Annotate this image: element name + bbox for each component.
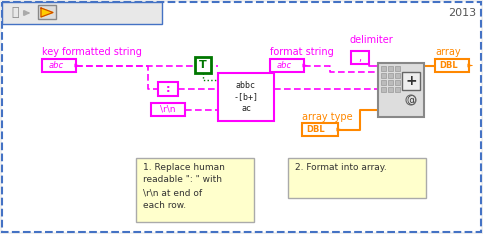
FancyBboxPatch shape [435, 59, 469, 72]
FancyBboxPatch shape [302, 123, 338, 136]
FancyBboxPatch shape [395, 66, 400, 71]
FancyBboxPatch shape [381, 66, 386, 71]
Text: 1. Replace human
readable ": " with
\r\n at end of
each row.: 1. Replace human readable ": " with \r\n… [143, 163, 225, 209]
Polygon shape [41, 8, 53, 17]
Text: 2013: 2013 [448, 8, 476, 18]
FancyBboxPatch shape [395, 73, 400, 78]
FancyBboxPatch shape [402, 72, 420, 90]
FancyBboxPatch shape [388, 80, 393, 85]
FancyBboxPatch shape [270, 59, 304, 72]
Text: 2. Format into array.: 2. Format into array. [295, 163, 387, 172]
Text: abc: abc [276, 61, 292, 70]
FancyBboxPatch shape [381, 73, 386, 78]
FancyBboxPatch shape [378, 63, 424, 117]
FancyBboxPatch shape [381, 87, 386, 92]
FancyBboxPatch shape [158, 82, 178, 96]
FancyBboxPatch shape [351, 51, 369, 64]
FancyBboxPatch shape [2, 2, 481, 232]
Text: format string: format string [270, 47, 334, 57]
FancyBboxPatch shape [388, 87, 393, 92]
Text: :: : [166, 84, 170, 94]
FancyBboxPatch shape [151, 103, 185, 116]
Text: @: @ [406, 95, 416, 105]
Text: T: T [199, 60, 207, 70]
FancyBboxPatch shape [218, 73, 274, 121]
Text: key formatted string: key formatted string [42, 47, 142, 57]
FancyBboxPatch shape [288, 158, 426, 198]
Text: delimiter: delimiter [349, 35, 393, 45]
FancyBboxPatch shape [136, 158, 254, 222]
FancyBboxPatch shape [388, 73, 393, 78]
Text: ✋: ✋ [11, 7, 19, 19]
FancyBboxPatch shape [395, 80, 400, 85]
Text: ,: , [358, 52, 362, 62]
Text: +: + [405, 74, 417, 88]
FancyBboxPatch shape [2, 2, 162, 24]
FancyBboxPatch shape [381, 80, 386, 85]
Text: array: array [435, 47, 461, 57]
FancyBboxPatch shape [195, 57, 211, 73]
Text: DBL: DBL [440, 61, 458, 70]
Text: array type: array type [302, 112, 353, 122]
FancyBboxPatch shape [38, 5, 56, 19]
Text: abc: abc [48, 61, 64, 70]
Text: abbc
-[b+]
ac: abbc -[b+] ac [233, 81, 258, 113]
FancyBboxPatch shape [395, 87, 400, 92]
Text: DBL: DBL [307, 125, 326, 134]
Text: \r\n: \r\n [160, 105, 176, 114]
FancyBboxPatch shape [42, 59, 76, 72]
FancyBboxPatch shape [388, 66, 393, 71]
